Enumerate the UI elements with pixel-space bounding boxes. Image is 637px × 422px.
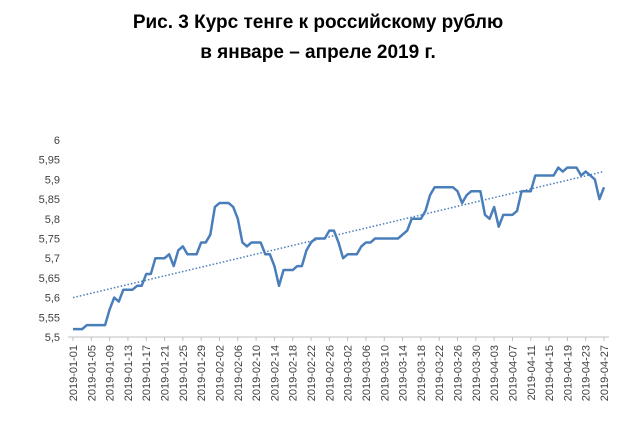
x-tick-label: 2019-02-10 [251,345,263,401]
chart-title: в январе – апреле 2019 г. [200,42,436,63]
x-tick-label: 2019-04-15 [544,345,556,401]
x-tick-label: 2019-03-22 [434,345,446,401]
x-tick-label: 2019-01-17 [141,345,153,401]
y-tick-label: 5,75 [39,234,60,246]
x-tick-label: 2019-02-06 [233,345,245,401]
y-tick-label: 5,9 [45,174,60,186]
y-tick-label: 5,65 [39,273,60,285]
x-tick-label: 2019-04-07 [507,345,519,401]
x-tick-label: 2019-04-03 [489,345,501,401]
x-tick-label: 2019-04-19 [562,345,574,401]
y-tick-label: 6 [54,135,60,147]
x-tick-label: 2019-03-14 [398,345,410,401]
x-tick-label: 2019-01-09 [105,345,117,401]
x-tick-label: 2019-03-26 [453,345,465,401]
x-tick-label: 2019-02-18 [288,345,300,401]
x-tick-label: 2019-02-14 [269,345,281,401]
x-tick-label: 2019-02-02 [214,345,226,401]
y-tick-label: 5,6 [45,293,60,305]
x-tick-label: 2019-02-26 [324,345,336,401]
y-tick-label: 5,95 [39,155,60,167]
x-tick-label: 2019-01-29 [196,345,208,401]
y-tick-label: 5,85 [39,194,60,206]
y-tick-label: 5,7 [45,253,60,265]
y-tick-label: 5,5 [45,332,60,344]
x-tick-label: 2019-01-05 [86,345,98,401]
x-tick-label: 2019-04-23 [581,345,593,401]
x-tick-label: 2019-01-25 [178,345,190,401]
chart-title: Рис. 3 Курс тенге к российскому рублю [133,12,503,33]
trend-line [72,170,605,299]
data-line [73,166,606,331]
y-tick-label: 5,55 [39,312,60,324]
x-tick-label: 2019-02-22 [306,345,318,401]
x-tick-label: 2019-01-13 [123,345,135,401]
y-tick-label: 5,8 [45,214,60,226]
x-tick-label: 2019-04-11 [526,345,538,400]
x-tick-label: 2019-03-06 [361,345,373,401]
x-tick-label: 2019-03-30 [471,345,483,401]
x-tick-label: 2019-03-10 [379,345,391,401]
x-tick-label: 2019-03-18 [416,345,428,401]
x-tick-label: 2019-01-01 [68,345,80,401]
x-tick-label: 2019-03-02 [343,345,355,401]
x-tick-label: 2019-04-27 [599,345,611,401]
x-tick-label: 2019-01-21 [160,345,172,401]
